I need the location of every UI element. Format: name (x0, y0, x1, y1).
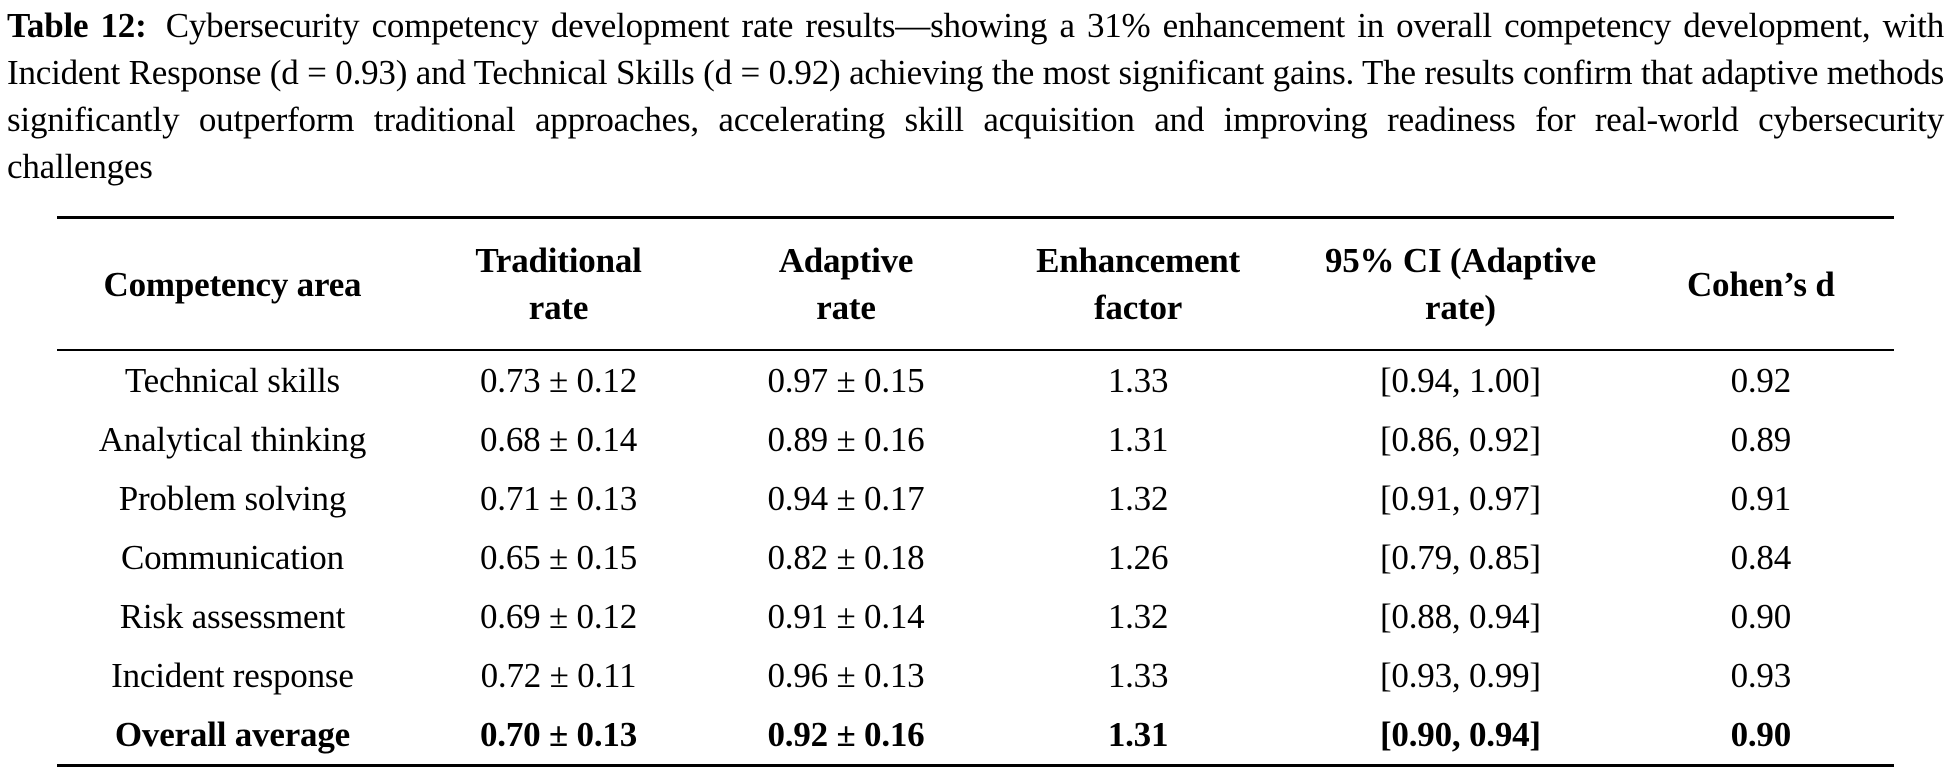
cell-95ci: [0.93, 0.99] (1379, 655, 1541, 695)
cell-adaptive-rate: 0.92 ± 0.16 (767, 714, 925, 754)
cell-95ci: [0.79, 0.85] (1379, 537, 1541, 577)
cell-traditional-rate: 0.70 ± 0.13 (479, 714, 637, 754)
cell-enhancement-factor: 1.33 (1107, 655, 1169, 695)
cell-95ci: [0.86, 0.92] (1379, 419, 1541, 459)
cell-traditional-rate: 0.69 ± 0.12 (479, 596, 637, 636)
cell-cohens-d: 0.90 (1730, 714, 1792, 754)
column-header-traditional-rate: Traditional rate (407, 217, 710, 351)
table-caption: Table 12: Cybersecurity competency devel… (7, 2, 1944, 190)
cell-competency-area: Incident response (111, 655, 354, 695)
cell-enhancement-factor: 1.33 (1107, 360, 1169, 400)
cell-traditional-rate: 0.65 ± 0.15 (479, 537, 637, 577)
table-row-analytical-thinking: Analytical thinking 0.68 ± 0.14 0.89 ± 0… (57, 410, 1894, 469)
cell-enhancement-factor: 1.26 (1107, 537, 1169, 577)
cell-cohens-d: 0.89 (1730, 419, 1792, 459)
cell-competency-area: Technical skills (124, 360, 340, 400)
cell-adaptive-rate: 0.97 ± 0.15 (767, 360, 925, 400)
table-row-risk-assessment: Risk assessment 0.69 ± 0.12 0.91 ± 0.14 … (57, 587, 1894, 646)
cell-cohens-d: 0.84 (1730, 537, 1792, 577)
cell-adaptive-rate: 0.94 ± 0.17 (767, 478, 925, 518)
results-table: Competency area Traditional rate Adaptiv… (57, 216, 1894, 767)
cell-traditional-rate: 0.72 ± 0.11 (480, 655, 637, 695)
cell-traditional-rate: 0.68 ± 0.14 (479, 419, 637, 459)
cell-enhancement-factor: 1.32 (1107, 596, 1169, 636)
table-row-communication: Communication 0.65 ± 0.15 0.82 ± 0.18 1.… (57, 528, 1894, 587)
cell-competency-area: Risk assessment (119, 596, 346, 636)
cell-95ci: [0.90, 0.94] (1379, 714, 1541, 754)
cell-95ci: [0.91, 0.97] (1379, 478, 1541, 518)
cell-traditional-rate: 0.71 ± 0.13 (479, 478, 637, 518)
column-header-adaptive-rate: Adaptive rate (709, 217, 983, 351)
cell-cohens-d: 0.92 (1730, 360, 1792, 400)
table-caption-label: Table 12: (7, 6, 147, 45)
cell-traditional-rate: 0.73 ± 0.12 (479, 360, 637, 400)
cell-adaptive-rate: 0.89 ± 0.16 (767, 419, 925, 459)
column-header-95ci-adaptive-rate: 95% CI (Adaptive rate) (1293, 217, 1628, 351)
table-row-technical-skills: Technical skills 0.73 ± 0.12 0.97 ± 0.15… (57, 350, 1894, 410)
table-row-problem-solving: Problem solving 0.71 ± 0.13 0.94 ± 0.17 … (57, 469, 1894, 528)
column-header-cohens-d: Cohen’s d (1627, 217, 1894, 351)
cell-cohens-d: 0.90 (1730, 596, 1792, 636)
cell-enhancement-factor: 1.31 (1107, 419, 1169, 459)
table-figure: Table 12: Cybersecurity competency devel… (0, 2, 1953, 767)
cell-95ci: [0.94, 1.00] (1379, 360, 1541, 400)
cell-competency-area: Communication (120, 537, 344, 577)
column-header-competency-area: Competency area (57, 217, 408, 351)
cell-enhancement-factor: 1.31 (1107, 714, 1169, 754)
table-row-overall-average: Overall average 0.70 ± 0.13 0.92 ± 0.16 … (57, 705, 1894, 766)
cell-competency-area: Analytical thinking (98, 419, 367, 459)
cell-adaptive-rate: 0.91 ± 0.14 (767, 596, 925, 636)
cell-competency-area: Overall average (114, 714, 350, 754)
cell-adaptive-rate: 0.96 ± 0.13 (767, 655, 925, 695)
results-table-wrap: Competency area Traditional rate Adaptiv… (57, 216, 1894, 767)
cell-competency-area: Problem solving (118, 478, 347, 518)
cell-95ci: [0.88, 0.94] (1379, 596, 1541, 636)
header-row: Competency area Traditional rate Adaptiv… (57, 217, 1894, 351)
table-caption-text: Cybersecurity competency development rat… (7, 6, 1945, 186)
cell-enhancement-factor: 1.32 (1107, 478, 1169, 518)
cell-adaptive-rate: 0.82 ± 0.18 (767, 537, 925, 577)
table-row-incident-response: Incident response 0.72 ± 0.11 0.96 ± 0.1… (57, 646, 1894, 705)
cell-cohens-d: 0.93 (1730, 655, 1792, 695)
cell-cohens-d: 0.91 (1730, 478, 1792, 518)
column-header-enhancement-factor: Enhancement factor (982, 217, 1294, 351)
